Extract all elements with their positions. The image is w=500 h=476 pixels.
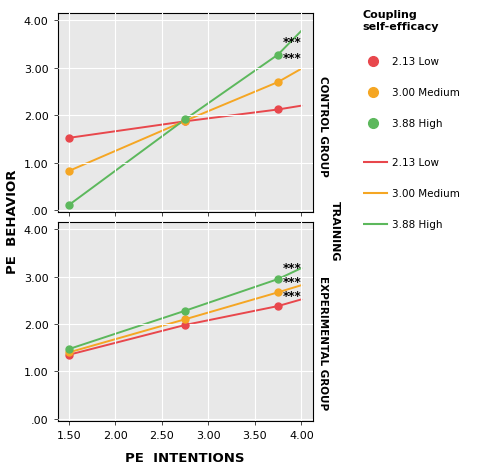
Text: 3.88 High: 3.88 High <box>392 119 442 129</box>
Text: 3.00 Medium: 3.00 Medium <box>392 88 460 98</box>
Text: ***: *** <box>282 289 302 302</box>
Text: Coupling
self-efficacy: Coupling self-efficacy <box>362 10 439 32</box>
Text: PE  BEHAVIOR: PE BEHAVIOR <box>6 169 19 274</box>
Text: ***: *** <box>282 36 302 49</box>
Text: 2.13 Low: 2.13 Low <box>392 57 439 67</box>
Text: 2.13 Low: 2.13 Low <box>392 158 439 168</box>
Text: CONTROL GROUP: CONTROL GROUP <box>318 76 328 177</box>
Text: 3.88 High: 3.88 High <box>392 219 442 229</box>
Text: PE  INTENTIONS: PE INTENTIONS <box>125 451 245 464</box>
Text: ***: *** <box>282 275 302 288</box>
Text: ***: *** <box>282 51 302 64</box>
Text: TRAINING: TRAINING <box>330 201 340 261</box>
Text: ***: *** <box>282 261 302 274</box>
Text: EXPERIMENTAL GROUP: EXPERIMENTAL GROUP <box>318 276 328 410</box>
Text: 3.00 Medium: 3.00 Medium <box>392 188 460 198</box>
